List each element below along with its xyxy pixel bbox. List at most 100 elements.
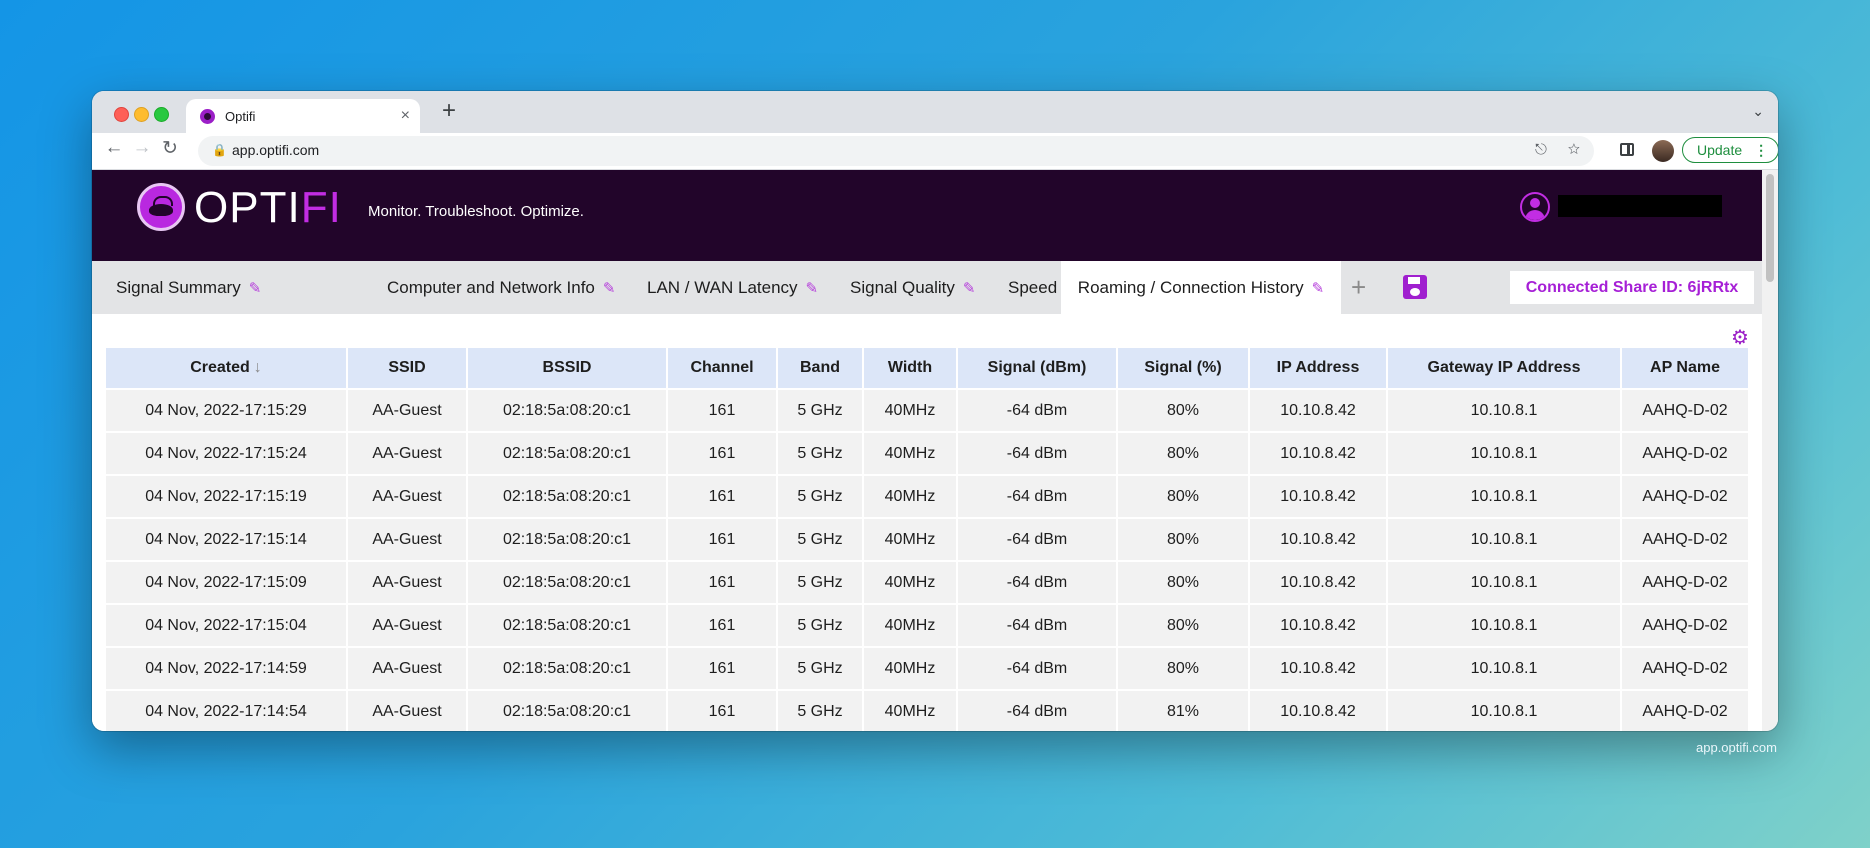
table-row[interactable]: 04 Nov, 2022-17:15:24 AA-Guest 02:18:5a:08… — [104, 431, 1750, 476]
close-window-button[interactable] — [114, 107, 129, 122]
column-header-channel[interactable]: Channel — [666, 346, 778, 390]
scrollbar-thumb[interactable] — [1766, 174, 1774, 282]
table-cell: 10.10.8.1 — [1386, 474, 1622, 519]
table-cell: 10.10.8.42 — [1248, 431, 1388, 476]
table-header-row: Created ↓ SSID BSSID Channel Band Width S… — [104, 346, 1750, 390]
table-cell: 80% — [1116, 474, 1250, 519]
table-cell: AAHQ-D-02 — [1620, 646, 1750, 691]
footer-url: app.optifi.com — [1696, 740, 1777, 755]
table-cell: 10.10.8.42 — [1248, 560, 1388, 605]
update-label: Update — [1697, 142, 1743, 158]
column-header-ip-address[interactable]: IP Address — [1248, 346, 1388, 390]
lock-icon: 🔒 — [212, 143, 227, 157]
table-cell: 161 — [666, 560, 778, 605]
table-cell: 10.10.8.1 — [1386, 560, 1622, 605]
table-row[interactable]: 04 Nov, 2022-17:14:54 AA-Guest 02:18:5a:08… — [104, 689, 1750, 731]
new-tab-button[interactable]: + — [441, 97, 456, 124]
column-header-gateway-ip[interactable]: Gateway IP Address — [1386, 346, 1622, 390]
table-cell: 40MHz — [862, 560, 958, 605]
table-cell: AA-Guest — [346, 431, 468, 476]
save-icon[interactable] — [1403, 275, 1427, 299]
table-row[interactable]: 04 Nov, 2022-17:15:14 AA-Guest 02:18:5a:08… — [104, 517, 1750, 562]
column-header-ap-name[interactable]: AP Name — [1620, 346, 1750, 390]
tab-signal-quality[interactable]: Signal Quality ✎ — [838, 261, 987, 314]
forward-arrow-icon[interactable]: → — [132, 137, 152, 158]
table-cell: 161 — [666, 689, 778, 731]
table-cell: 40MHz — [862, 431, 958, 476]
page-scrollbar[interactable] — [1762, 170, 1778, 731]
edit-pencil-icon[interactable]: ✎ — [962, 279, 976, 297]
side-panel-icon[interactable] — [1620, 143, 1634, 156]
table-cell: -64 dBm — [956, 517, 1118, 562]
maximize-window-button[interactable] — [154, 107, 169, 122]
app-header: OPTIFI Monitor. Troubleshoot. Optimize. — [92, 170, 1762, 261]
tab-label: Signal Summary — [116, 277, 241, 297]
update-button[interactable]: Update ⋮ — [1682, 137, 1778, 163]
optifi-logo-icon[interactable] — [137, 183, 185, 231]
table-row[interactable]: 04 Nov, 2022-17:15:04 AA-Guest 02:18:5a:08… — [104, 603, 1750, 648]
table-cell: 5 GHz — [776, 603, 864, 648]
tab-label: LAN / WAN Latency — [647, 277, 798, 297]
table-cell: 40MHz — [862, 603, 958, 648]
table-body: 04 Nov, 2022-17:15:29 AA-Guest 02:18:5a:08… — [104, 388, 1750, 731]
browser-window: Optifi × + ⌄ ← → ↻ 🔒 app.optifi.com ⎋ ☆ … — [92, 91, 1778, 731]
table-cell: 02:18:5a:08:20:c1 — [466, 474, 668, 519]
tab-signal-summary[interactable]: Signal Summary ✎ — [104, 261, 273, 314]
table-cell: 10.10.8.1 — [1386, 646, 1622, 691]
edit-pencil-icon[interactable]: ✎ — [805, 279, 819, 297]
table-row[interactable]: 04 Nov, 2022-17:15:09 AA-Guest 02:18:5a:08… — [104, 560, 1750, 605]
column-header-width[interactable]: Width — [862, 346, 958, 390]
app-tabbar: Signal Summary ✎ Computer and Network Inf… — [92, 261, 1762, 314]
browser-tab[interactable]: Optifi × — [186, 99, 420, 133]
reload-icon[interactable]: ↻ — [162, 138, 178, 159]
edit-pencil-icon[interactable]: ✎ — [248, 279, 262, 297]
column-header-signal-dbm[interactable]: Signal (dBm) — [956, 346, 1118, 390]
close-tab-icon[interactable]: × — [400, 107, 410, 124]
tab-roaming-connection-history[interactable]: Roaming / Connection History ✎ — [1061, 261, 1341, 314]
logo-wordmark[interactable]: OPTIFI — [194, 183, 342, 233]
url-text[interactable]: app.optifi.com — [232, 142, 320, 158]
table-cell: 10.10.8.1 — [1386, 431, 1622, 476]
bookmark-star-icon[interactable]: ☆ — [1567, 141, 1580, 158]
column-header-ssid[interactable]: SSID — [346, 346, 468, 390]
address-bar[interactable]: 🔒 app.optifi.com ⎋ ☆ — [198, 136, 1594, 166]
table-cell: 80% — [1116, 646, 1250, 691]
edit-pencil-icon[interactable]: ✎ — [602, 279, 616, 297]
table-cell: AA-Guest — [346, 560, 468, 605]
table-row[interactable]: 04 Nov, 2022-17:15:19 AA-Guest 02:18:5a:08… — [104, 474, 1750, 519]
share-icon[interactable]: ⎋ — [1535, 141, 1547, 158]
table-cell: AAHQ-D-02 — [1620, 689, 1750, 731]
gear-icon[interactable]: ⚙ — [1731, 327, 1749, 349]
chevron-down-icon[interactable]: ⌄ — [1752, 103, 1764, 119]
tab-lan-wan-latency[interactable]: LAN / WAN Latency ✎ — [635, 261, 830, 314]
table-cell: 40MHz — [862, 689, 958, 731]
sort-down-arrow-icon[interactable]: ↓ — [253, 359, 262, 376]
back-arrow-icon[interactable]: ← — [104, 137, 124, 158]
table-cell: 04 Nov, 2022-17:15:04 — [104, 603, 348, 648]
table-cell: 10.10.8.1 — [1386, 388, 1622, 433]
tab-computer-network-info[interactable]: Computer and Network Info ✎ — [375, 261, 627, 314]
table-cell: AA-Guest — [346, 517, 468, 562]
table-row[interactable]: 04 Nov, 2022-17:15:29 AA-Guest 02:18:5a:08… — [104, 388, 1750, 433]
table-cell: AAHQ-D-02 — [1620, 517, 1750, 562]
user-icon[interactable] — [1520, 192, 1550, 222]
logo-i: I — [287, 183, 301, 232]
profile-avatar[interactable] — [1652, 140, 1674, 162]
column-header-band[interactable]: Band — [776, 346, 864, 390]
column-header-created[interactable]: Created ↓ — [104, 346, 348, 390]
table-cell: 80% — [1116, 560, 1250, 605]
table-cell: AA-Guest — [346, 646, 468, 691]
edit-pencil-icon[interactable]: ✎ — [1311, 279, 1325, 297]
table-cell: AA-Guest — [346, 603, 468, 648]
table-cell: 5 GHz — [776, 689, 864, 731]
column-header-signal-percent[interactable]: Signal (%) — [1116, 346, 1250, 390]
minimize-window-button[interactable] — [134, 107, 149, 122]
table-cell: -64 dBm — [956, 388, 1118, 433]
table-row[interactable]: 04 Nov, 2022-17:14:59 AA-Guest 02:18:5a:08… — [104, 646, 1750, 691]
table-cell: 02:18:5a:08:20:c1 — [466, 431, 668, 476]
column-header-bssid[interactable]: BSSID — [466, 346, 668, 390]
add-tab-plus-icon[interactable]: + — [1351, 272, 1367, 302]
table-cell: 5 GHz — [776, 388, 864, 433]
connection-history-table: Created ↓ SSID BSSID Channel Band Width S… — [104, 346, 1750, 731]
table-cell: 10.10.8.42 — [1248, 646, 1388, 691]
